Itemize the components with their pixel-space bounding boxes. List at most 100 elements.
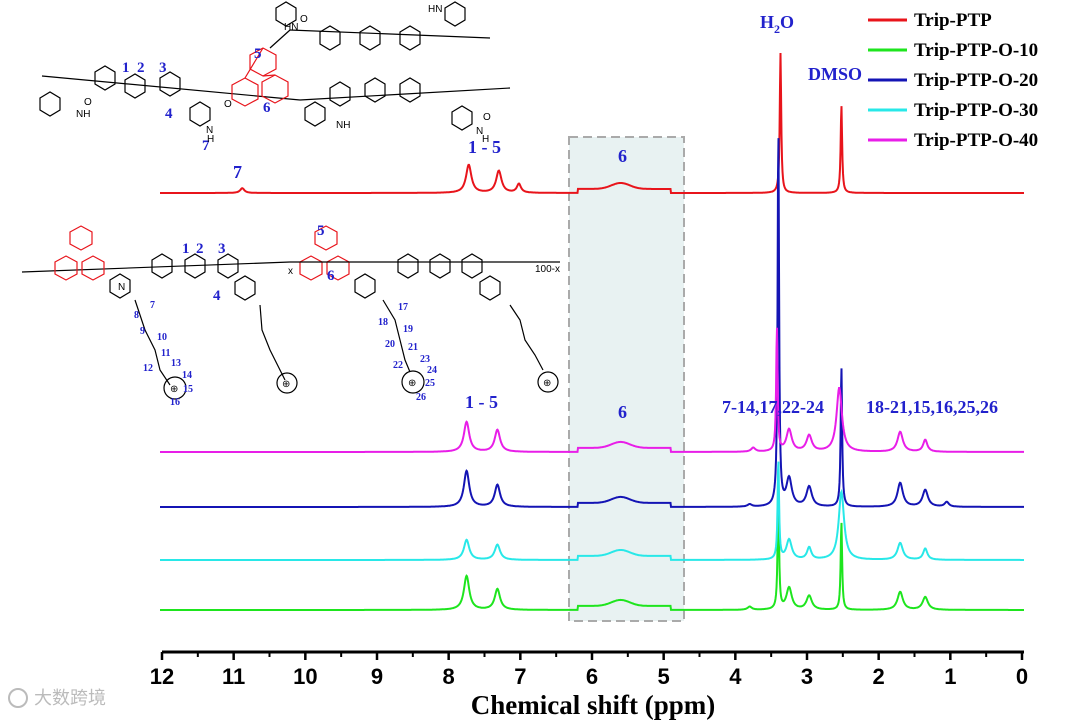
- svg-text:3: 3: [159, 60, 167, 76]
- annotation-bottom-6: 6: [618, 402, 627, 422]
- annotation-7-14: 7-14,17,22-24: [722, 397, 824, 417]
- x-tick-label: 1: [944, 664, 956, 689]
- svg-text:17: 17: [398, 302, 408, 313]
- svg-text:O: O: [300, 14, 308, 25]
- svg-text:22: 22: [393, 360, 403, 371]
- svg-text:14: 14: [182, 370, 192, 381]
- svg-text:1: 1: [122, 60, 130, 76]
- svg-text:16: 16: [170, 397, 180, 408]
- annotation-top-6: 6: [618, 146, 627, 166]
- watermark-logo-icon: [8, 688, 28, 708]
- svg-text:NH: NH: [336, 120, 350, 131]
- bottom-structure: [21, 225, 560, 400]
- highlight-region: [568, 136, 685, 622]
- svg-text:1: 1: [182, 241, 190, 257]
- x-tick-label: 11: [222, 664, 245, 689]
- annotation-h2o-o: O: [780, 12, 794, 32]
- x-axis-ticks: 12 11 10 9 8 7 6 5 4 3 2 1 0: [150, 652, 1028, 689]
- svg-text:10: 10: [157, 332, 167, 343]
- top-structure: [39, 1, 511, 131]
- legend-label: Trip-PTP-O-30: [914, 100, 1038, 121]
- svg-text:⊕: ⊕: [170, 384, 178, 395]
- annotation-18-21: 18-21,15,16,25,26: [866, 397, 998, 417]
- svg-text:18: 18: [378, 317, 388, 328]
- svg-text:⊕: ⊕: [408, 378, 416, 389]
- svg-text:5: 5: [254, 46, 262, 62]
- svg-text:6: 6: [263, 100, 271, 116]
- svg-text:⊕: ⊕: [543, 378, 551, 389]
- annotation-top-7: 7: [233, 162, 242, 182]
- svg-text:⊕: ⊕: [282, 379, 290, 390]
- svg-text:26: 26: [416, 392, 426, 403]
- series-line-trip-ptp-o-30: [160, 461, 1024, 561]
- x-axis-title: Chemical shift (ppm): [471, 690, 716, 720]
- svg-text:NH: NH: [76, 109, 90, 120]
- svg-text:2: 2: [137, 60, 145, 76]
- series-line-trip-ptp: [160, 52, 1024, 194]
- top-structure-labels: 1 2 3 4 5 6 7 O NH O N H HN O HN NH O N …: [76, 4, 491, 154]
- svg-text:N: N: [476, 126, 483, 137]
- svg-text:100-x: 100-x: [535, 264, 560, 275]
- svg-text:x: x: [288, 266, 293, 277]
- x-tick-label: 10: [293, 664, 317, 689]
- legend-label: Trip-PTP: [914, 10, 992, 31]
- legend-label: Trip-PTP-O-10: [914, 40, 1038, 61]
- svg-text:21: 21: [408, 342, 418, 353]
- bottom-structure-labels: 1 2 3 4 5 6 7 8 9 10 11 12 13 14 15 16 1…: [118, 223, 560, 408]
- x-tick-label: 7: [514, 664, 526, 689]
- legend: Trip-PTP Trip-PTP-O-10 Trip-PTP-O-20 Trip-P…: [868, 10, 1038, 151]
- svg-text:3: 3: [218, 241, 226, 257]
- svg-text:13: 13: [171, 358, 181, 369]
- svg-text:11: 11: [161, 348, 170, 359]
- x-tick-label: 8: [443, 664, 455, 689]
- svg-text:19: 19: [403, 324, 413, 335]
- svg-text:O: O: [224, 99, 232, 110]
- svg-text:25: 25: [425, 378, 435, 389]
- x-tick-label: 6: [586, 664, 598, 689]
- x-tick-label: 0: [1016, 664, 1028, 689]
- series-line-trip-ptp-o-10: [160, 496, 1024, 611]
- svg-text:O: O: [84, 97, 92, 108]
- svg-text:5: 5: [317, 223, 325, 239]
- annotation-dmso: DMSO: [808, 64, 862, 84]
- svg-text:2: 2: [196, 241, 204, 257]
- svg-text:N: N: [206, 125, 213, 136]
- svg-text:24: 24: [427, 365, 437, 376]
- svg-text:H: H: [482, 134, 489, 145]
- svg-text:HN: HN: [284, 22, 298, 33]
- svg-text:20: 20: [385, 339, 395, 350]
- svg-text:8: 8: [134, 310, 139, 321]
- x-tick-label: 4: [729, 664, 742, 689]
- svg-text:9: 9: [140, 326, 145, 337]
- x-tick-label: 5: [658, 664, 670, 689]
- x-tick-label: 9: [371, 664, 383, 689]
- x-tick-label: 2: [873, 664, 885, 689]
- annotation-bottom-1-5: 1 - 5: [465, 392, 498, 412]
- watermark-text: 大数跨境: [34, 688, 106, 709]
- watermark: 大数跨境: [8, 688, 106, 709]
- annotation-h2o: H2O: [760, 12, 794, 36]
- series-line-trip-ptp-o-20: [160, 138, 1024, 508]
- annotation-h2o-sub: 2: [774, 22, 780, 36]
- legend-label: Trip-PTP-O-40: [914, 130, 1038, 151]
- annotation-top-1-5: 1 - 5: [468, 137, 501, 157]
- x-tick-label: 12: [150, 664, 174, 689]
- svg-text:HN: HN: [428, 4, 442, 15]
- spectra-group: [160, 52, 1024, 611]
- svg-text:H: H: [207, 134, 214, 145]
- svg-text:N: N: [118, 282, 125, 293]
- svg-text:4: 4: [213, 288, 221, 304]
- legend-label: Trip-PTP-O-20: [914, 70, 1038, 91]
- svg-text:7: 7: [150, 300, 155, 311]
- svg-text:O: O: [483, 112, 491, 123]
- svg-text:23: 23: [420, 354, 430, 365]
- svg-text:4: 4: [165, 106, 173, 122]
- svg-text:15: 15: [183, 384, 193, 395]
- svg-text:6: 6: [327, 268, 335, 284]
- svg-text:7: 7: [202, 138, 210, 154]
- svg-text:12: 12: [143, 363, 153, 374]
- series-line-trip-ptp-o-40: [160, 327, 1024, 453]
- annotation-h2o-h: H: [760, 12, 774, 32]
- x-tick-label: 3: [801, 664, 813, 689]
